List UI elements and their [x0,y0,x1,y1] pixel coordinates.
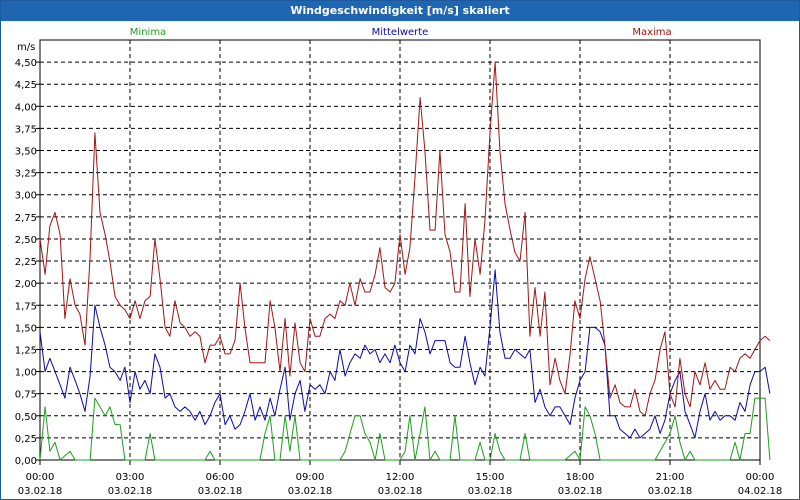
x-tick-date-label: 04.02.18 [738,486,783,497]
y-tick-label: 4,50 [15,58,37,69]
series-lines [39,61,771,461]
series-line-mittelwerte [39,269,771,439]
y-tick-label: 1,75 [15,301,37,312]
chart-grid [40,40,760,461]
y-tick-label: 0,25 [15,434,37,445]
y-tick-label: 0,50 [15,412,37,423]
y-tick-label: 2,75 [15,213,37,224]
y-tick-label: 4,00 [15,102,37,113]
y-tick-label: 3,75 [15,124,37,135]
series-line-maxima [39,61,771,417]
y-axis: 0,00 0,25 0,50 0,75 1,00 1,25 1,50 1,75 2,00 2,25… [15,58,40,467]
y-tick-label: 1,25 [15,345,37,356]
y-tick-label: 3,50 [15,147,37,158]
y-tick-label: 3,25 [15,169,37,180]
x-tick-time-label: 00:00 [26,472,55,483]
y-tick-label: 2,50 [15,235,37,246]
x-tick-date-label: 03.02.18 [378,486,423,497]
x-tick-time-label: 06:00 [206,472,235,483]
x-tick-date-label: 03.02.18 [18,486,63,497]
series-line-minima [39,397,771,461]
x-tick-date-label: 03.02.18 [198,486,243,497]
x-tick-time-label: 03:00 [116,472,145,483]
x-axis: 00:00 03.02.18 03:00 03.02.18 06:00 03.02.18 0… [18,460,783,497]
y-tick-label: 2,25 [15,257,37,268]
y-tick-label: 2,00 [15,279,37,290]
x-tick-time-label: 18:00 [566,472,595,483]
x-tick-date-label: 03.02.18 [468,486,513,497]
x-tick-time-label: 00:00 [746,472,775,483]
y-tick-label: 1,50 [15,323,37,334]
y-tick-label: 0,75 [15,390,37,401]
y-tick-label: 3,00 [15,191,37,202]
y-tick-label: 4,25 [15,80,37,91]
y-tick-label: 1,00 [15,368,37,379]
chart-title: Windgeschwindigkeit [m/s] skaliert [1,1,799,21]
legend-entry-maxima: Maxima [632,27,671,38]
y-tick-label: 0,00 [15,456,37,467]
x-tick-time-label: 21:00 [656,472,685,483]
x-tick-date-label: 03.02.18 [288,486,333,497]
x-tick-time-label: 12:00 [386,472,415,483]
x-tick-date-label: 03.02.18 [648,486,693,497]
legend: Minima Mittelwerte Maxima [130,27,672,38]
legend-entry-minima: Minima [130,27,166,38]
x-tick-time-label: 15:00 [476,472,505,483]
x-tick-date-label: 03.02.18 [108,486,153,497]
legend-entry-mittelwerte: Mittelwerte [372,27,429,38]
y-axis-unit-label: m/s [17,42,35,53]
x-tick-time-label: 09:00 [296,472,325,483]
x-tick-date-label: 03.02.18 [558,486,603,497]
